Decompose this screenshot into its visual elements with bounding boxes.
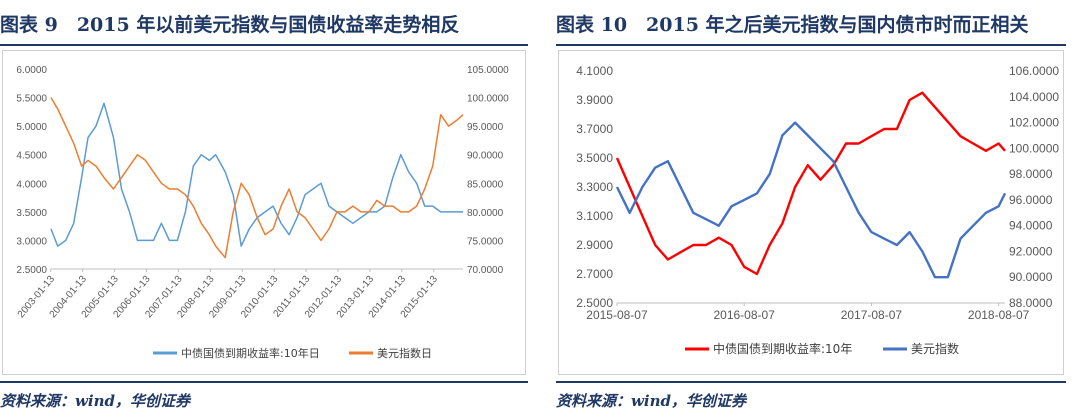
y-right-tick-label: 104.0000 bbox=[1009, 90, 1059, 104]
source-rule bbox=[556, 381, 1066, 383]
series-line bbox=[50, 97, 464, 259]
y-right-tick-label: 90.0000 bbox=[467, 151, 504, 162]
y-right-tick-label: 80.0000 bbox=[467, 208, 504, 219]
legend-label: 美元指数 bbox=[911, 341, 959, 356]
y-right-tick-label: 92.0000 bbox=[1009, 244, 1053, 258]
title-rule bbox=[0, 44, 528, 46]
y-left-tick-label: 5.5000 bbox=[16, 94, 47, 105]
legend-label: 中债国债到期收益率:10年日 bbox=[181, 346, 320, 360]
legend-label: 美元指数日 bbox=[377, 346, 432, 360]
y-right-tick-label: 75.0000 bbox=[467, 236, 504, 247]
y-left-tick-label: 4.0000 bbox=[16, 179, 47, 190]
title-rule bbox=[556, 44, 1066, 46]
y-right-tick-label: 70.0000 bbox=[467, 265, 504, 276]
y-right-tick-label: 100.0000 bbox=[467, 94, 509, 105]
y-right-tick-label: 85.0000 bbox=[467, 179, 504, 190]
line-chart-right: 2.5000 2.7000 2.9000 3.1000 3.3000 3.5000 3.70… bbox=[576, 64, 1059, 356]
series-line bbox=[615, 91, 1006, 276]
y-right-tick-label: 106.0000 bbox=[1009, 64, 1059, 78]
y-left-tick-label: 2.9000 bbox=[576, 238, 613, 252]
source-note: 资料来源：wind，华创证券 bbox=[556, 392, 747, 410]
y-left-tick-label: 3.9000 bbox=[576, 93, 613, 107]
chart-frame: 2.5000 2.7000 2.9000 3.1000 3.3000 3.5000 3.70… bbox=[558, 50, 1064, 375]
series-line bbox=[615, 121, 1007, 279]
y-left-tick-label: 4.5000 bbox=[16, 151, 47, 162]
series-line bbox=[50, 102, 463, 247]
y-left-tick-label: 3.1000 bbox=[576, 209, 613, 223]
y-left-tick-label: 3.3000 bbox=[576, 180, 613, 194]
chart-title: 图表 9 2015 年以前美元指数与国债收益率走势相反 bbox=[0, 14, 460, 36]
y-left-tick-label: 4.1000 bbox=[576, 64, 613, 78]
x-tick-label: 2018-08-07 bbox=[968, 308, 1030, 322]
x-tick-label: 2017-08-07 bbox=[841, 308, 903, 322]
y-left-tick-label: 6.0000 bbox=[16, 65, 47, 76]
source-rule bbox=[0, 381, 528, 383]
y-right-tick-label: 90.0000 bbox=[1009, 270, 1053, 284]
legend-label: 中债国债到期收益率:10年 bbox=[713, 341, 852, 356]
chart-panel-left: 图表 9 2015 年以前美元指数与国债收益率走势相反 2.5000 3.0000… bbox=[0, 0, 528, 418]
y-right-tick-label: 100.0000 bbox=[1009, 141, 1059, 155]
chart-panel-right: 图表 10 2015 年之后美元指数与国内债市时而正相关 2.5000 2.700… bbox=[556, 0, 1066, 418]
y-right-tick-label: 102.0000 bbox=[1009, 116, 1059, 130]
y-right-tick-label: 94.0000 bbox=[1009, 219, 1053, 233]
y-right-tick-label: 98.0000 bbox=[1009, 167, 1053, 181]
x-tick-label: 2016-08-07 bbox=[713, 308, 775, 322]
y-left-tick-label: 2.5000 bbox=[576, 296, 613, 310]
y-right-tick-label: 105.0000 bbox=[467, 65, 509, 76]
y-left-tick-label: 3.5000 bbox=[576, 151, 613, 165]
chart-title: 图表 10 2015 年之后美元指数与国内债市时而正相关 bbox=[556, 14, 1029, 36]
y-left-tick-label: 2.7000 bbox=[576, 267, 613, 281]
line-chart-left: 2.5000 3.0000 3.5000 4.0000 4.5000 5.0000 5.50… bbox=[16, 65, 509, 360]
y-left-tick-label: 3.5000 bbox=[16, 208, 47, 219]
y-left-tick-label: 3.7000 bbox=[576, 122, 613, 136]
y-right-tick-label: 96.0000 bbox=[1009, 193, 1053, 207]
y-right-tick-label: 95.0000 bbox=[467, 122, 504, 133]
y-left-tick-label: 5.0000 bbox=[16, 122, 47, 133]
y-left-tick-label: 2.5000 bbox=[16, 265, 47, 276]
y-left-tick-label: 3.0000 bbox=[16, 236, 47, 247]
chart-frame: 2.5000 3.0000 3.5000 4.0000 4.5000 5.0000 5.50… bbox=[2, 50, 526, 375]
y-right-tick-label: 88.0000 bbox=[1009, 296, 1053, 310]
source-note: 资料来源：wind，华创证券 bbox=[0, 392, 191, 410]
x-tick-label: 2015-08-07 bbox=[586, 308, 648, 322]
